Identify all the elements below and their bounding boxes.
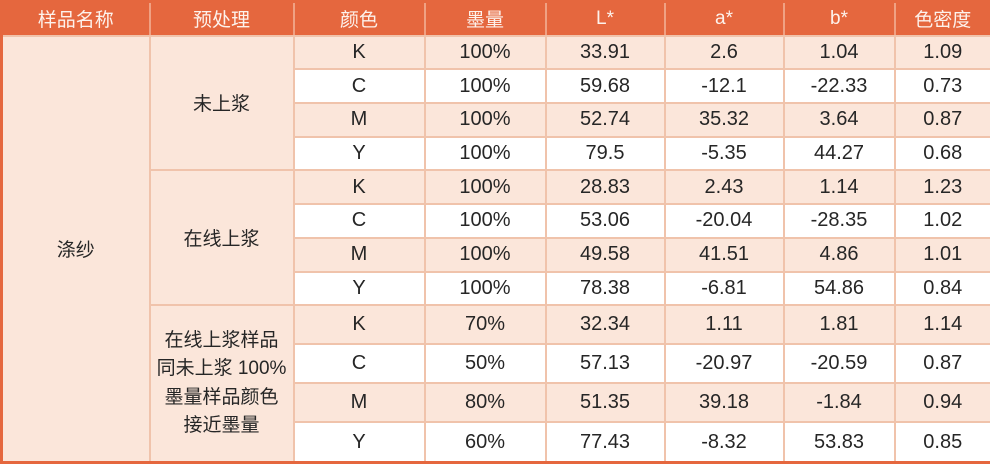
- cell-ink: 100%: [423, 34, 547, 71]
- cell-L: 28.83: [544, 169, 666, 206]
- cell-density: 0.84: [893, 270, 990, 307]
- cell-color: M: [292, 382, 426, 424]
- col-header-b: b*: [782, 1, 896, 37]
- col-header-ink-amount: 墨量: [423, 1, 547, 37]
- cell-color: C: [292, 68, 426, 104]
- cell-density: 1.14: [893, 304, 990, 346]
- cell-a: -8.32: [663, 421, 785, 464]
- cell-a: -20.97: [663, 343, 785, 385]
- col-header-sample-name: 样品名称: [1, 1, 151, 37]
- cell-sample-name: 涤纱: [0, 34, 151, 464]
- cell-L: 59.68: [544, 68, 666, 104]
- table-row: C 50% 57.13 -20.97 -20.59 0.87: [2, 343, 990, 385]
- cell-color: K: [292, 34, 426, 71]
- cell-color: C: [292, 203, 426, 239]
- cell-a: 2.6: [663, 34, 785, 71]
- table-row: M 80% 51.35 39.18 -1.84 0.94: [2, 382, 990, 424]
- cell-density: 0.87: [893, 101, 990, 138]
- cell-ink: 100%: [423, 101, 547, 138]
- table-row: M 100% 52.74 35.32 3.64 0.87: [2, 101, 990, 138]
- cell-ink: 60%: [423, 421, 547, 464]
- cell-L: 32.34: [544, 304, 666, 346]
- cell-density: 1.09: [893, 34, 990, 71]
- cell-a: -12.1: [663, 68, 785, 104]
- table-row: C 100% 53.06 -20.04 -28.35 1.02: [2, 203, 990, 239]
- cell-a: 2.43: [663, 169, 785, 206]
- cell-a: -5.35: [663, 135, 785, 172]
- cell-ink: 100%: [423, 203, 547, 239]
- col-header-a: a*: [663, 1, 785, 37]
- cell-b: 1.04: [782, 34, 896, 71]
- cell-a: 1.11: [663, 304, 785, 346]
- cell-color: K: [292, 304, 426, 346]
- cell-b: -1.84: [782, 382, 896, 424]
- table-row: 涤纱 未上浆 K 100% 33.91 2.6 1.04 1.09: [0, 34, 990, 464]
- cell-b: 53.83: [782, 421, 896, 464]
- cell-color: M: [292, 236, 426, 273]
- cell-b: 1.14: [782, 169, 896, 206]
- cell-L: 53.06: [544, 203, 666, 239]
- col-header-L: L*: [544, 1, 666, 37]
- cell-density: 1.02: [893, 203, 990, 239]
- cell-pretreatment-matched-ink: 在线上浆样品 同未上浆 100% 墨量样品颜色 接近墨量: [148, 304, 295, 464]
- cell-density: 1.23: [893, 169, 990, 206]
- cell-color: M: [292, 101, 426, 138]
- cell-a: 35.32: [663, 101, 785, 138]
- table-row: Y 60% 77.43 -8.32 53.83 0.85: [2, 421, 990, 464]
- cell-density: 0.94: [893, 382, 990, 424]
- table-row: Y 100% 79.5 -5.35 44.27 0.68: [2, 135, 990, 172]
- cell-ink: 80%: [423, 382, 547, 424]
- col-header-pretreatment: 预处理: [148, 1, 295, 37]
- table-row: 在线上浆 K 100% 28.83 2.43 1.14 1.23: [2, 169, 990, 307]
- cell-L: 51.35: [544, 382, 666, 424]
- cell-L: 57.13: [544, 343, 666, 385]
- cell-density: 1.01: [893, 236, 990, 273]
- cell-L: 49.58: [544, 236, 666, 273]
- cell-b: -28.35: [782, 203, 896, 239]
- cell-color: Y: [292, 421, 426, 464]
- cell-density: 0.73: [893, 68, 990, 104]
- cell-ink: 50%: [423, 343, 547, 385]
- cell-a: -6.81: [663, 270, 785, 307]
- cell-density: 0.68: [893, 135, 990, 172]
- col-header-color: 颜色: [292, 1, 426, 37]
- cell-a: 41.51: [663, 236, 785, 273]
- cell-a: -20.04: [663, 203, 785, 239]
- cell-a: 39.18: [663, 382, 785, 424]
- cell-L: 33.91: [544, 34, 666, 71]
- cell-b: -20.59: [782, 343, 896, 385]
- cell-color: Y: [292, 270, 426, 307]
- table-row: Y 100% 78.38 -6.81 54.86 0.84: [2, 270, 990, 307]
- cell-color: Y: [292, 135, 426, 172]
- cell-L: 52.74: [544, 101, 666, 138]
- cell-L: 79.5: [544, 135, 666, 172]
- cell-b: 3.64: [782, 101, 896, 138]
- table-row: 在线上浆样品 同未上浆 100% 墨量样品颜色 接近墨量 K 70% 32.34…: [2, 304, 990, 464]
- cell-density: 0.85: [893, 421, 990, 464]
- header-row: 样品名称 预处理 颜色 墨量 L* a* b* 色密度: [1, 1, 990, 37]
- cell-b: -22.33: [782, 68, 896, 104]
- cell-density: 0.87: [893, 343, 990, 385]
- cell-ink: 100%: [423, 236, 547, 273]
- cell-ink: 100%: [423, 270, 547, 307]
- cell-color: C: [292, 343, 426, 385]
- cell-b: 54.86: [782, 270, 896, 307]
- col-header-density: 色密度: [893, 1, 990, 37]
- cell-ink: 100%: [423, 135, 547, 172]
- table-row: C 100% 59.68 -12.1 -22.33 0.73: [2, 68, 990, 104]
- cell-ink: 100%: [423, 169, 547, 206]
- cell-ink: 70%: [423, 304, 547, 346]
- cell-b: 1.81: [782, 304, 896, 346]
- cell-pretreatment-unsized: 未上浆: [148, 34, 295, 172]
- cell-pretreatment-inline-sized: 在线上浆: [148, 169, 295, 307]
- cell-b: 44.27: [782, 135, 896, 172]
- cell-L: 78.38: [544, 270, 666, 307]
- table-row: M 100% 49.58 41.51 4.86 1.01: [2, 236, 990, 273]
- cell-b: 4.86: [782, 236, 896, 273]
- cell-L: 77.43: [544, 421, 666, 464]
- cell-color: K: [292, 169, 426, 206]
- cell-ink: 100%: [423, 68, 547, 104]
